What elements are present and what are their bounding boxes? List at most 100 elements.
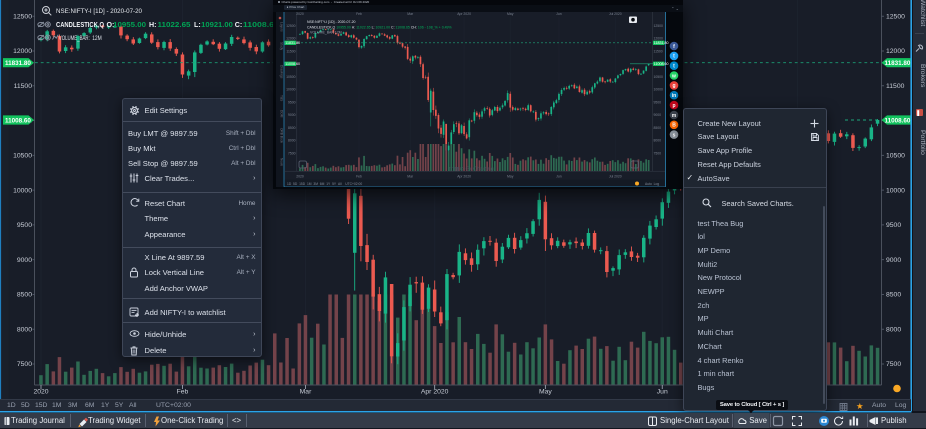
svg-text:9000: 9000 [17,257,32,264]
svg-text:2020: 2020 [296,175,304,179]
svg-text:8000: 8000 [17,326,32,333]
svg-text:12500: 12500 [286,24,296,28]
svg-text:T&S: T&S [280,95,284,101]
svg-text:10500: 10500 [286,75,296,79]
svg-text:10000: 10000 [286,88,296,92]
svg-text:8500: 8500 [17,292,32,299]
svg-text:Layers: Layers [280,22,284,32]
svg-text:11008.60: 11008.60 [654,62,669,66]
svg-text:p: p [672,103,675,109]
svg-text:m: m [672,113,677,119]
svg-text:9500: 9500 [288,101,296,105]
svg-text:8000: 8000 [886,326,901,333]
svg-text:2020: 2020 [33,389,48,396]
svg-text:7500: 7500 [886,361,901,368]
svg-text:8500: 8500 [886,292,901,299]
svg-text:8000: 8000 [288,139,296,143]
svg-text:DOM: DOM [280,110,284,118]
svg-text:Jun: Jun [657,389,668,396]
svg-text:9000: 9000 [654,113,662,117]
svg-text:B: B [672,123,676,129]
svg-text:t: t [673,64,675,70]
svg-text:s: s [673,132,676,138]
svg-text:11831.80: 11831.80 [654,41,669,45]
svg-text:Apr 2020: Apr 2020 [457,175,471,179]
svg-text:f: f [673,44,675,50]
svg-text:VOLUME_BAR 12M: VOLUME_BAR 12M [310,31,342,35]
svg-text:10921.00: 10921.00 [201,21,233,29]
svg-text:Mar: Mar [407,12,414,16]
svg-text:10000: 10000 [13,187,32,194]
svg-text:2020: 2020 [296,12,304,16]
svg-text:7500: 7500 [17,361,32,368]
svg-text:Jun: Jun [556,12,562,16]
svg-text:11831.80: 11831.80 [285,41,300,45]
svg-text:12000: 12000 [13,48,32,55]
svg-text:Apr 2020: Apr 2020 [421,389,449,396]
svg-text:g: g [672,83,675,89]
svg-text:C:: C: [235,21,243,29]
svg-text:8000: 8000 [654,139,662,143]
svg-text:9000: 9000 [288,113,296,117]
svg-text:10500: 10500 [886,153,905,160]
svg-text:12000: 12000 [654,37,664,41]
svg-text:NSE:NIFTY-I [1D] - 2020-07-20: NSE:NIFTY-I [1D] - 2020-07-20 [307,20,356,24]
svg-text:Feb: Feb [177,389,189,396]
svg-text:May: May [507,175,514,179]
svg-text:1D 5D 15D 1M 3M 6M 1Y 5: 1D 5D 15D 1M 3M 6M 1Y 5Y All UTC+02:00 [287,182,362,186]
svg-text:t: t [673,54,675,60]
svg-text:11500: 11500 [14,83,33,90]
svg-text:10500: 10500 [13,153,32,160]
svg-text:Feb: Feb [356,175,362,179]
svg-text:9500: 9500 [886,222,901,229]
svg-text:11008.65: 11008.65 [243,21,279,29]
svg-text:12500: 12500 [886,13,905,20]
svg-text:8500: 8500 [654,126,662,130]
svg-text:11022.65: 11022.65 [158,21,191,29]
svg-text:Mar: Mar [300,389,312,396]
svg-text:Auto Log: Auto Log [645,182,659,186]
svg-text:11008.60: 11008.60 [5,117,31,124]
svg-text:L:: L: [194,21,201,29]
svg-text:H:: H: [149,21,157,29]
svg-text:Apr 2020: Apr 2020 [457,12,471,16]
svg-text:Study: Study [280,42,284,51]
svg-text:CANDLESTICK,Q 10955.00 H: 1102: CANDLESTICK,Q 10955.00 H: 11022.65 L: 10… [307,26,452,30]
svg-text:9500: 9500 [17,222,32,229]
svg-text:12500: 12500 [654,24,664,28]
svg-text:in: in [672,93,676,99]
svg-text:VOLUME_BAR:: VOLUME_BAR: [59,35,90,42]
svg-text:May: May [539,389,552,396]
svg-text:9000: 9000 [886,257,901,264]
svg-text:w: w [671,73,676,79]
svg-text:NSE:NIFTY-I [1D] - 2020-07-20: NSE:NIFTY-I [1D] - 2020-07-20 [56,8,142,15]
svg-text:10000: 10000 [654,88,664,92]
svg-text:7500: 7500 [288,152,296,156]
svg-text:11500: 11500 [886,83,905,90]
svg-text:12M: 12M [92,35,102,42]
svg-text:Mar: Mar [407,175,414,179]
svg-text:7500: 7500 [654,152,662,156]
svg-text:Jun: Jun [556,175,562,179]
svg-text:8500: 8500 [288,126,296,130]
svg-text:May: May [507,12,514,16]
svg-text:◫▩⊙ GoCharting: ◫▩⊙ GoCharting [449,167,494,173]
svg-text:O:: O: [107,21,115,29]
svg-text:12500: 12500 [13,13,32,20]
svg-text:11831.80: 11831.80 [5,60,31,67]
svg-text:11008.60: 11008.60 [885,117,911,124]
svg-text:11500: 11500 [286,50,295,54]
svg-text:10500: 10500 [654,75,664,79]
svg-text:12000: 12000 [886,48,905,55]
svg-text:Drawings: Drawings [280,65,284,79]
svg-text:ORB Book: ORB Book [280,128,284,143]
svg-text:12000: 12000 [286,37,296,41]
svg-text:News: News [280,158,284,166]
svg-text:Jul 2020: Jul 2020 [609,175,622,179]
svg-text:9500: 9500 [654,101,662,105]
svg-text:10955.00: 10955.00 [113,21,146,29]
svg-text:11008.60: 11008.60 [285,62,300,66]
svg-text:11500: 11500 [654,50,663,54]
svg-text:Jul 2020: Jul 2020 [609,12,622,16]
svg-text:10000: 10000 [886,187,905,194]
